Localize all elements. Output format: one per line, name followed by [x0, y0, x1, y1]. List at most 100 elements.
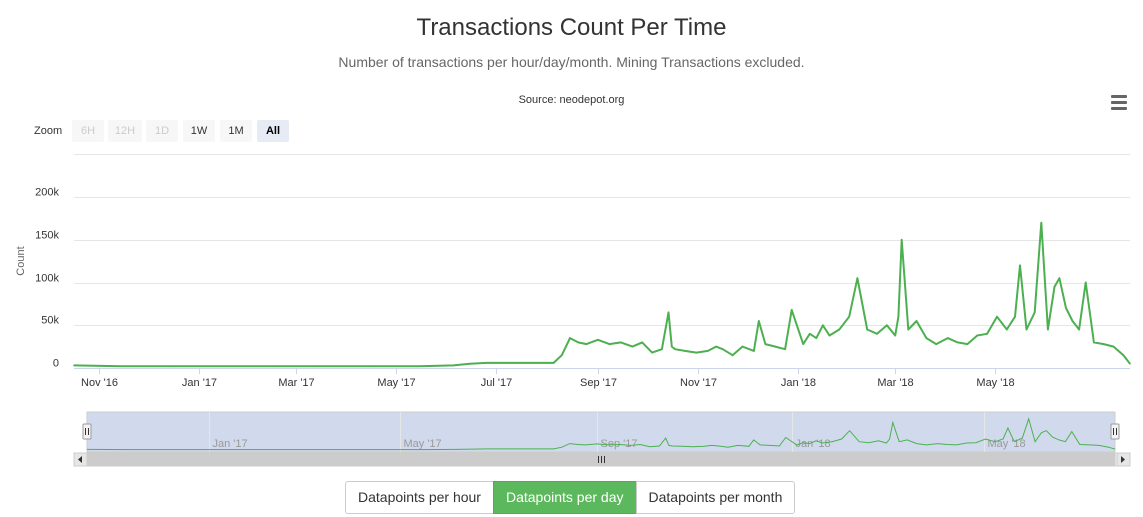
- data-point: [1058, 277, 1061, 280]
- data-point: [876, 333, 878, 335]
- datapoints-per-day-button[interactable]: Datapoints per day: [492, 481, 637, 514]
- navigator-background: [74, 412, 1130, 452]
- x-tick-label: Jan '18: [781, 377, 816, 389]
- data-point: [935, 343, 937, 345]
- data-point: [585, 343, 588, 345]
- data-point: [170, 365, 172, 368]
- data-point: [674, 348, 676, 351]
- data-point: [1025, 328, 1028, 331]
- data-point: [1014, 315, 1016, 318]
- data-point: [774, 345, 777, 348]
- zoom-1d-button[interactable]: 1D: [146, 120, 178, 142]
- scroll-left-arrow-icon: [78, 456, 82, 463]
- data-point: [1053, 286, 1056, 288]
- data-point: [848, 315, 850, 318]
- data-point: [561, 354, 563, 357]
- data-point: [368, 365, 371, 368]
- x-tick-label: Jul '17: [481, 377, 512, 389]
- data-point: [809, 333, 811, 335]
- zoom-label: Zoom: [34, 125, 63, 137]
- data-point: [620, 341, 622, 344]
- data-point: [886, 324, 888, 327]
- data-point: [715, 345, 717, 348]
- navigator-tick-label: May '17: [404, 438, 442, 450]
- datapoints-per-month-button[interactable]: Datapoints per month: [635, 481, 796, 514]
- data-point: [661, 348, 663, 351]
- navigator-right-handle[interactable]: [1110, 423, 1120, 440]
- data-point: [784, 348, 786, 351]
- series-layer: [73, 221, 1131, 368]
- y-axis-labels: 0 50k 100k 150k 200k: [35, 187, 59, 370]
- data-point: [667, 311, 670, 314]
- scrollbar: [73, 452, 1131, 467]
- navigator-tick-label: Sep '17: [601, 438, 638, 450]
- zoom-1w-button[interactable]: 1W: [183, 120, 215, 142]
- navigator-mask[interactable]: [86, 411, 1116, 453]
- data-point: [986, 333, 988, 335]
- y-tick-label: 50k: [41, 315, 59, 327]
- data-point: [856, 277, 859, 280]
- hamburger-menu-icon[interactable]: [1107, 92, 1131, 112]
- navigator-tick-label: Jan '18: [796, 438, 831, 450]
- data-point: [894, 334, 896, 337]
- data-point: [741, 345, 744, 348]
- data-point: [1129, 362, 1131, 365]
- data-point: [518, 362, 520, 364]
- data-point: [731, 354, 734, 357]
- x-tick-label: Sep '17: [580, 377, 617, 389]
- data-point: [956, 341, 959, 344]
- data-point: [925, 337, 928, 339]
- zoom-12h-button[interactable]: 12H: [108, 120, 142, 142]
- data-point: [866, 328, 868, 331]
- y-tick-label: 150k: [35, 230, 59, 242]
- datapoint-button-group: Datapoints per hour Datapoints per day D…: [345, 481, 796, 514]
- data-point: [1112, 345, 1115, 348]
- data-point: [976, 334, 979, 337]
- data-point: [1093, 341, 1095, 344]
- data-point: [828, 334, 831, 337]
- x-tick-label: Jan '17: [182, 377, 217, 389]
- data-point: [552, 362, 555, 364]
- data-point: [631, 345, 634, 348]
- datapoints-per-hour-button[interactable]: Datapoints per hour: [345, 481, 494, 514]
- grid-lines: [74, 154, 1130, 369]
- series-line: [73, 221, 1131, 368]
- x-tick-label: May '18: [976, 377, 1014, 389]
- data-point: [120, 365, 123, 368]
- y-tick-label: 200k: [35, 187, 59, 199]
- x-tick-label: Mar '17: [278, 377, 314, 389]
- zoom-6h-button[interactable]: 6H: [72, 120, 104, 142]
- zoom-all-button[interactable]: All: [257, 120, 289, 142]
- data-point: [790, 309, 793, 311]
- data-point: [897, 315, 900, 318]
- data-point: [608, 343, 611, 345]
- data-point: [1102, 343, 1105, 345]
- data-point: [900, 239, 903, 241]
- data-point: [641, 341, 643, 344]
- y-axis-title: Count: [15, 246, 27, 275]
- data-point: [597, 339, 599, 341]
- data-point: [271, 365, 274, 368]
- data-point: [317, 365, 320, 368]
- zoom-1m-button[interactable]: 1M: [220, 120, 252, 142]
- data-point: [838, 328, 841, 331]
- data-point: [485, 362, 488, 364]
- navigator-tick-label: May '18: [988, 438, 1026, 450]
- data-point: [721, 348, 724, 351]
- y-tick-label: 0: [53, 358, 59, 370]
- data-point: [758, 320, 760, 322]
- data-point: [73, 364, 75, 367]
- navigator-left-handle[interactable]: [82, 423, 92, 440]
- x-tick-label: Nov '16: [81, 377, 118, 389]
- data-point: [822, 324, 824, 327]
- data-point: [1078, 328, 1080, 331]
- scroll-right-arrow-icon: [1121, 456, 1125, 463]
- data-point: [996, 315, 998, 318]
- x-tick-label: Mar '18: [877, 377, 913, 389]
- x-tick-label: Nov '17: [680, 377, 717, 389]
- data-point: [221, 365, 223, 368]
- data-point: [707, 350, 709, 352]
- data-point: [651, 351, 653, 354]
- x-tick-label: May '17: [377, 377, 415, 389]
